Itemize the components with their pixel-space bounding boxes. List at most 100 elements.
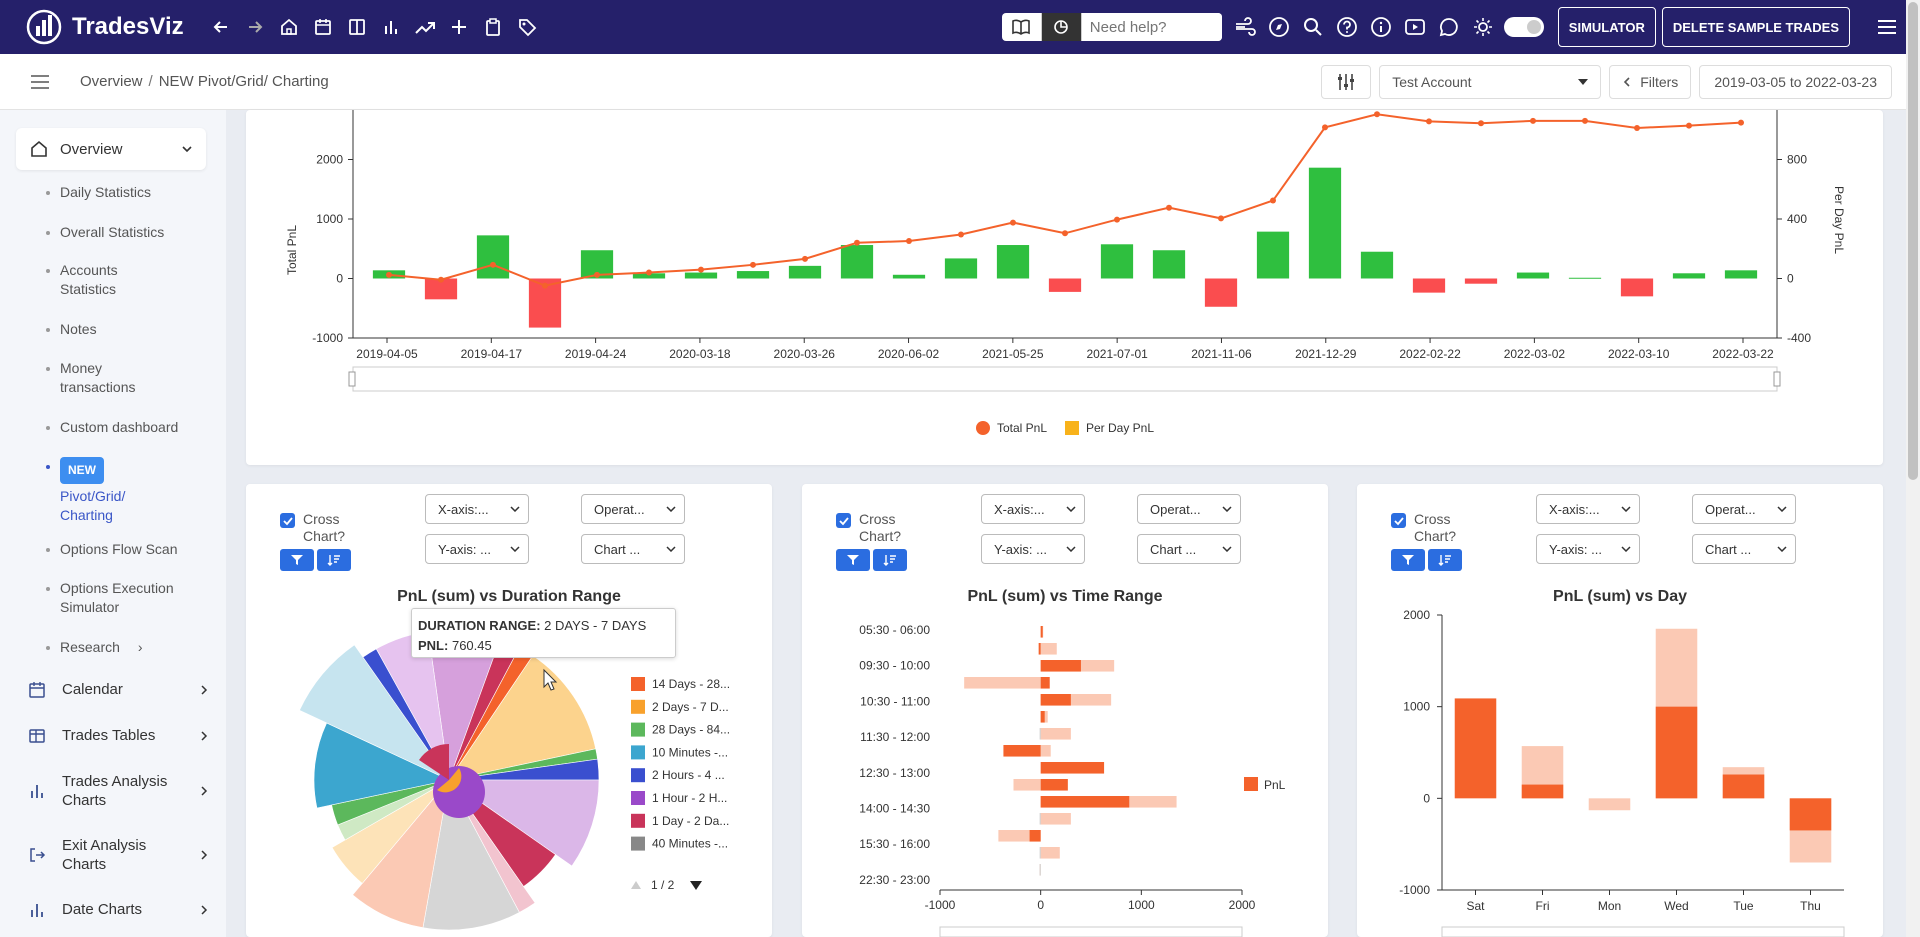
per-day-pnl-bar[interactable] — [1204, 278, 1238, 307]
page-scrollbar-thumb[interactable] — [1908, 2, 1918, 480]
pnl-bar[interactable] — [1039, 864, 1041, 876]
pnl-bar[interactable] — [1029, 830, 1041, 842]
legend-marker[interactable] — [631, 745, 645, 760]
pnl-bar[interactable] — [1039, 813, 1041, 825]
total-pnl-point[interactable] — [1426, 118, 1432, 125]
legend-marker[interactable] — [631, 722, 645, 737]
pie-slice[interactable] — [352, 778, 450, 929]
per-day-pnl-bar[interactable] — [1100, 244, 1134, 279]
total-pnl-point[interactable] — [1218, 215, 1224, 222]
total-pnl-point[interactable] — [1010, 219, 1016, 226]
cross-chart-checkbox[interactable] — [836, 513, 851, 528]
sort-button[interactable] — [1428, 549, 1462, 571]
trending-up-icon[interactable] — [412, 14, 438, 40]
pnl-bar[interactable] — [1040, 660, 1081, 672]
help-search-input[interactable] — [1081, 13, 1222, 41]
total-pnl-point[interactable] — [1738, 119, 1744, 126]
per-day-pnl-bar[interactable] — [1360, 251, 1394, 279]
account-select[interactable]: Test Account — [1379, 65, 1602, 99]
sidebar-subitem-options-execution-simulator[interactable]: Options Execution Simulator — [46, 579, 190, 617]
pie-slice[interactable] — [437, 768, 462, 793]
per-day-pnl-bar[interactable] — [892, 274, 926, 279]
legend-marker[interactable] — [631, 768, 645, 783]
sidebar-subitem-daily-statistics[interactable]: Daily Statistics — [46, 183, 210, 202]
total-pnl-point[interactable] — [1062, 230, 1068, 237]
per-day-pnl-bar[interactable] — [944, 258, 978, 279]
bar-chart-icon[interactable] — [378, 14, 404, 40]
filter-button[interactable] — [280, 549, 314, 571]
per-day-pnl-bar[interactable] — [1308, 167, 1342, 279]
brand[interactable]: TradesViz — [26, 9, 184, 45]
per-day-pnl-bar[interactable] — [1152, 250, 1186, 279]
per-day-pnl-bar[interactable] — [736, 271, 770, 279]
per-day-pnl-bar[interactable] — [840, 245, 874, 279]
legend-total-pnl-label[interactable]: Total PnL — [997, 421, 1047, 435]
chart-type-select[interactable]: Chart ... — [581, 534, 685, 564]
pnl-bar[interactable] — [1039, 728, 1041, 740]
pie-slice[interactable] — [299, 644, 450, 781]
pnl-bar-light[interactable] — [1040, 813, 1071, 825]
operation-select[interactable]: Operat... — [581, 494, 685, 524]
total-pnl-point[interactable] — [490, 261, 496, 268]
cross-chart-checkbox[interactable] — [280, 513, 295, 528]
total-pnl-point[interactable] — [1634, 124, 1640, 131]
sidebar-toggle-icon[interactable] — [30, 74, 50, 90]
pnl-bar[interactable] — [1040, 779, 1068, 791]
plus-icon[interactable] — [446, 14, 472, 40]
sort-button[interactable] — [873, 549, 907, 571]
operation-select[interactable]: Operat... — [1137, 494, 1241, 524]
pie-slice[interactable] — [422, 779, 520, 931]
zoom-slider[interactable] — [1441, 926, 1845, 937]
pnl-bar-light[interactable] — [964, 677, 1041, 689]
total-pnl-point[interactable] — [542, 282, 548, 289]
total-pnl-point[interactable] — [594, 271, 600, 278]
legend-pnl-label[interactable]: PnL — [1264, 778, 1286, 792]
total-pnl-point[interactable] — [1478, 120, 1484, 127]
legend-marker[interactable] — [631, 677, 645, 691]
total-pnl-point[interactable] — [1270, 197, 1276, 204]
sort-button[interactable] — [317, 549, 351, 571]
pie-slice[interactable] — [324, 754, 449, 780]
pnl-bar[interactable] — [1039, 847, 1041, 859]
sidebar-subitem-money-transactions[interactable]: Money transactions — [46, 359, 150, 397]
pnl-bar[interactable] — [1040, 626, 1043, 638]
filter-button[interactable] — [836, 549, 870, 571]
per-day-pnl-bar[interactable] — [1516, 272, 1550, 279]
theme-toggle[interactable] — [1503, 17, 1544, 37]
per-day-pnl-bar[interactable] — [1412, 278, 1446, 293]
zoom-slider-handle-right[interactable] — [1773, 371, 1781, 387]
compass-icon[interactable] — [1266, 14, 1292, 40]
total-pnl-point[interactable] — [1582, 117, 1588, 124]
total-pnl-point[interactable] — [854, 239, 860, 246]
total-pnl-point[interactable] — [1166, 204, 1172, 211]
per-day-pnl-bar[interactable] — [1256, 231, 1290, 279]
legend-pnl-marker[interactable] — [1244, 777, 1258, 791]
pnl-bar-light[interactable] — [998, 830, 1041, 842]
per-day-pnl-bar[interactable] — [1672, 273, 1706, 279]
cross-chart-checkbox[interactable] — [1391, 513, 1406, 528]
x-axis-select[interactable]: X-axis:... — [1536, 494, 1640, 524]
sidebar-item-exit-analysis-charts[interactable]: Exit Analysis Charts — [28, 836, 208, 874]
pie-slice[interactable] — [448, 655, 597, 781]
simulator-button[interactable]: SIMULATOR — [1557, 7, 1656, 47]
pnl-bar[interactable] — [1789, 798, 1832, 831]
pnl-bar-light[interactable] — [1040, 643, 1057, 655]
sidebar-subitem-custom-dashboard[interactable]: Custom dashboard — [46, 418, 210, 437]
total-pnl-point[interactable] — [386, 271, 392, 278]
legend-label[interactable]: 40 Minutes -... — [652, 837, 728, 851]
sidebar-subitem-notes[interactable]: Notes — [46, 320, 210, 339]
pnl-bar[interactable] — [1003, 745, 1041, 757]
sidebar-item-calendar[interactable]: Calendar — [28, 680, 208, 699]
zoom-slider[interactable] — [352, 366, 1778, 392]
pnl-bar[interactable] — [1722, 774, 1765, 799]
pnl-bar[interactable] — [1521, 784, 1564, 799]
legend-marker[interactable] — [631, 791, 645, 805]
chart-type-select[interactable]: Chart ... — [1692, 534, 1796, 564]
x-axis-select[interactable]: X-axis:... — [425, 494, 529, 524]
legend-per-day-pnl-label[interactable]: Per Day PnL — [1086, 421, 1154, 435]
sidebar-subitem-research[interactable]: Research › — [46, 638, 210, 657]
legend-label[interactable]: 1 Day - 2 Da... — [652, 814, 729, 828]
legend-label[interactable]: 2 Days - 7 D... — [652, 700, 729, 714]
legend-marker[interactable] — [631, 836, 645, 851]
legend-marker[interactable] — [631, 813, 645, 828]
